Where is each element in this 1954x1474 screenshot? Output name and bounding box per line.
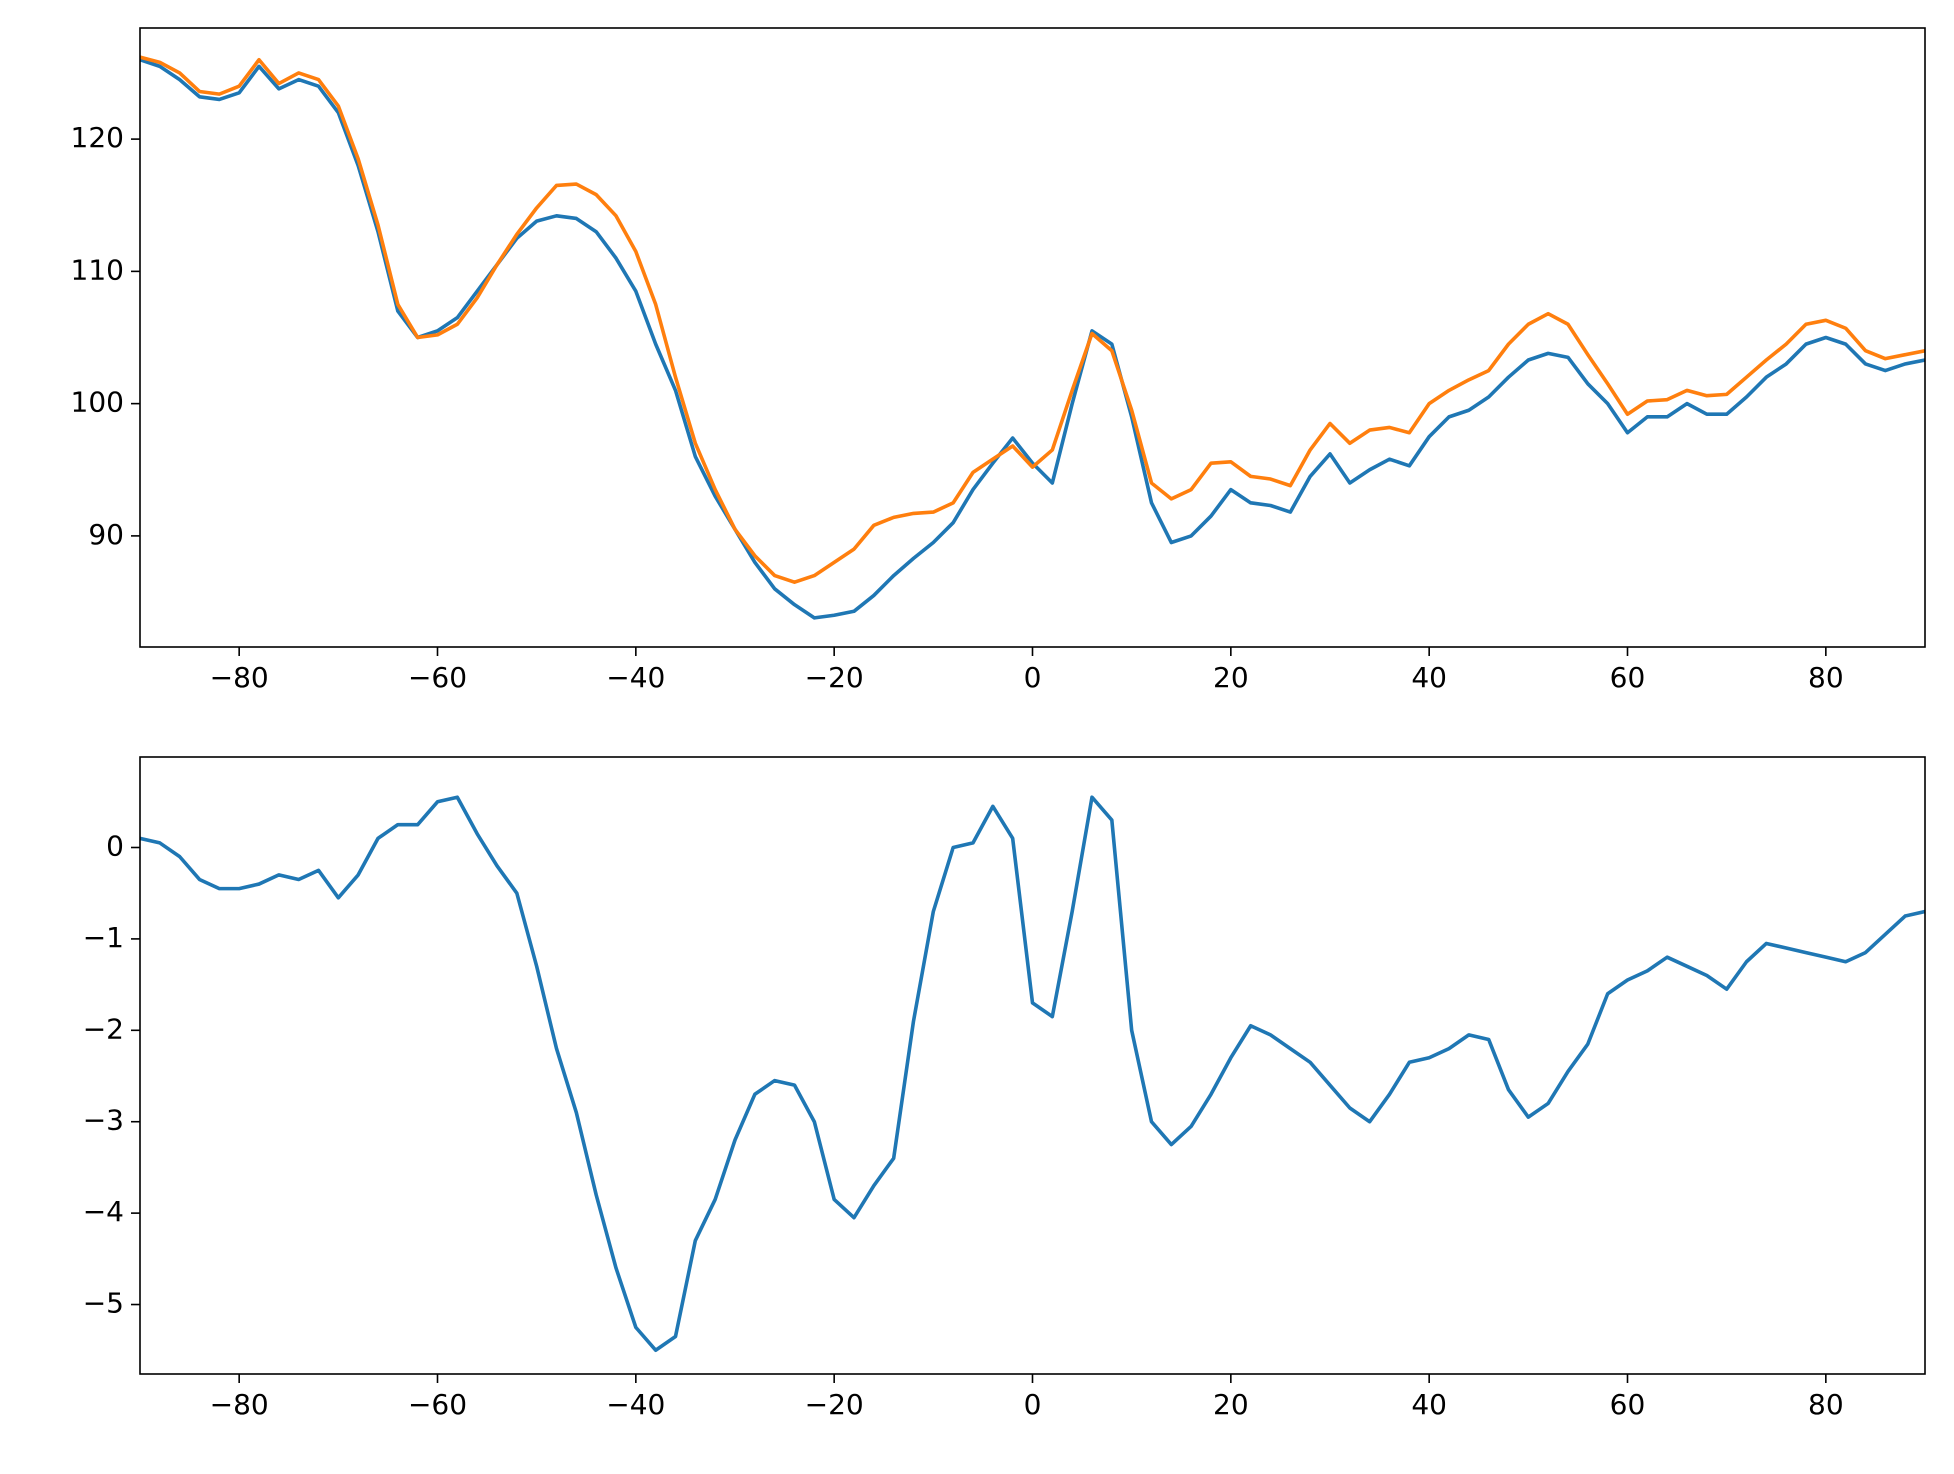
- x-tick-label: 20: [1213, 1388, 1249, 1421]
- x-tick-label: −20: [805, 661, 864, 694]
- x-tick-label: −60: [408, 1388, 467, 1421]
- axes-frame: [139, 27, 1926, 648]
- x-tick-label: −80: [210, 1388, 269, 1421]
- x-tick-label: −40: [606, 1388, 665, 1421]
- data-line: [140, 55, 1925, 584]
- y-tick-label: 100: [71, 386, 124, 419]
- data-line: [140, 58, 1925, 620]
- x-tick-label: −20: [805, 1388, 864, 1421]
- x-tick-label: 60: [1610, 661, 1646, 694]
- x-tick-label: 0: [1024, 1388, 1042, 1421]
- x-tick-label: 80: [1808, 1388, 1844, 1421]
- x-tick-label: 60: [1610, 1388, 1646, 1421]
- y-tick-label: −4: [83, 1195, 124, 1228]
- x-tick-label: 40: [1411, 661, 1447, 694]
- x-tick-label: −80: [210, 661, 269, 694]
- y-tick-label: 0: [106, 829, 124, 862]
- y-tick-label: −3: [83, 1104, 124, 1137]
- x-tick-label: −60: [408, 661, 467, 694]
- x-tick-label: 0: [1024, 661, 1042, 694]
- axes-frame: [139, 756, 1926, 1375]
- y-tick-label: 110: [71, 253, 124, 286]
- y-tick-label: −2: [83, 1012, 124, 1045]
- x-tick-label: 40: [1411, 1388, 1447, 1421]
- data-line: [140, 795, 1925, 1353]
- y-tick-label: 120: [71, 121, 124, 154]
- x-tick-label: 80: [1808, 661, 1844, 694]
- y-tick-label: −5: [83, 1287, 124, 1320]
- x-tick-label: −40: [606, 661, 665, 694]
- y-tick-label: −1: [83, 921, 124, 954]
- x-tick-label: 20: [1213, 661, 1249, 694]
- y-tick-label: 90: [88, 518, 124, 551]
